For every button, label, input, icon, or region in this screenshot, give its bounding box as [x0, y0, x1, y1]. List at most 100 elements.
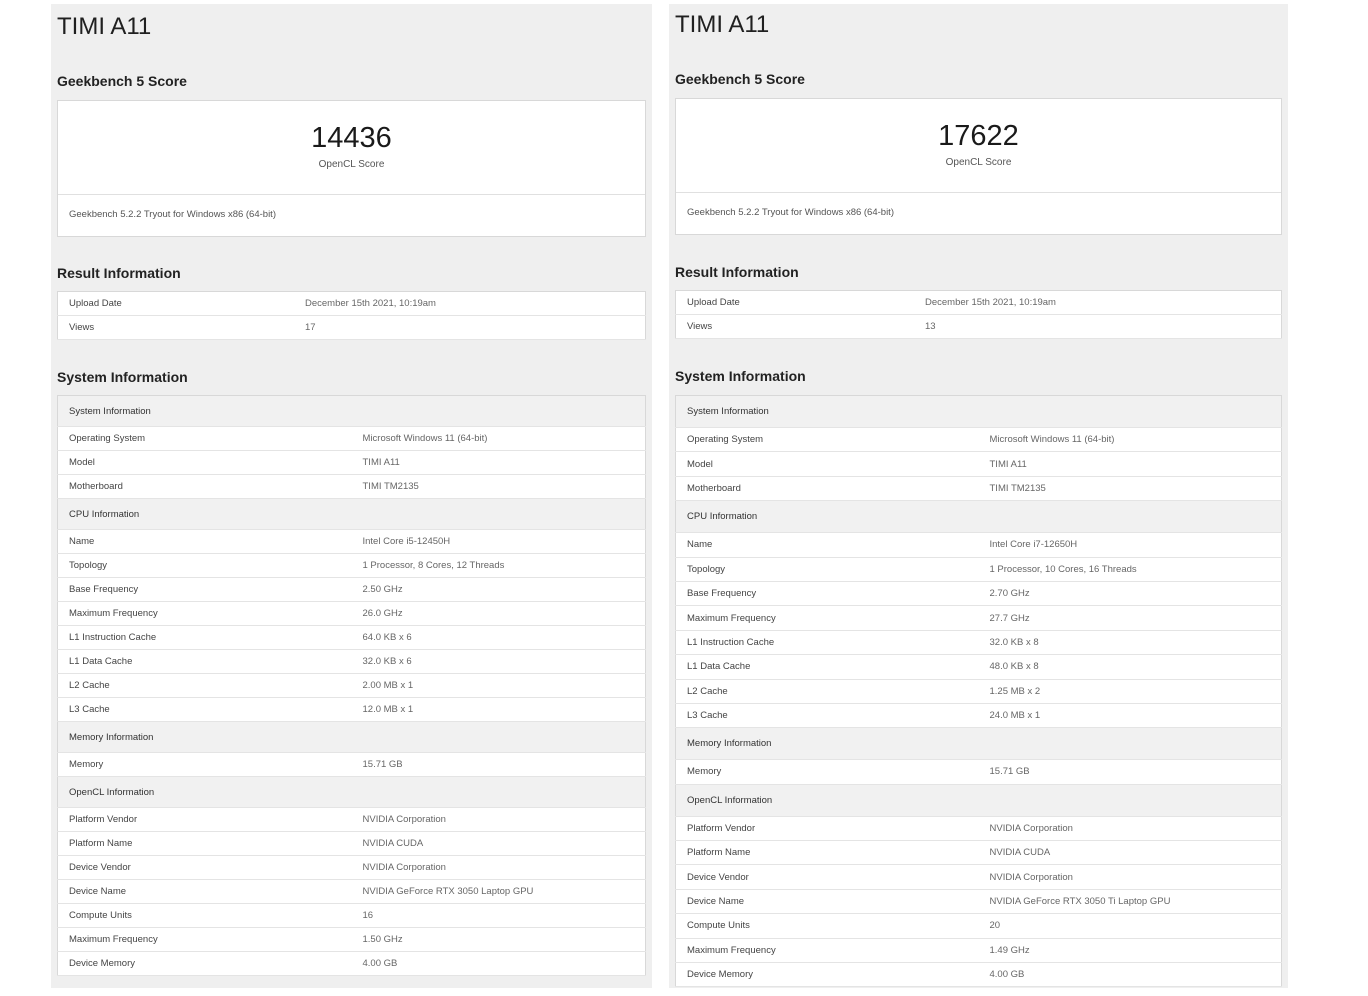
info-row-base-frequency: Base Frequency 2.50 GHz	[57, 577, 646, 602]
info-row-label: Device Vendor	[675, 864, 979, 890]
group-heading: CPU Information	[675, 500, 1282, 534]
info-row-label: Model	[675, 451, 979, 477]
info-row-topology: Topology 1 Processor, 8 Cores, 12 Threads	[57, 553, 646, 578]
info-row-label: Maximum Frequency	[57, 601, 352, 626]
info-row-model: Model TIMI A11	[675, 451, 1282, 477]
info-row-label: Device Memory	[57, 951, 352, 976]
info-row-value: TIMI TM2135	[351, 474, 646, 499]
info-row-label: Base Frequency	[57, 577, 352, 602]
info-row-value: Microsoft Windows 11 (64-bit)	[978, 427, 1282, 453]
info-row-value: 2.50 GHz	[351, 577, 646, 602]
info-row-value: Intel Core i5-12450H	[351, 529, 646, 554]
info-row-l1-instruction-cache: L1 Instruction Cache 32.0 KB x 8	[675, 630, 1282, 656]
group-header-opencl-information: OpenCL Information	[675, 784, 1282, 817]
device-title: TIMI A11	[57, 13, 152, 40]
group-header-memory-information: Memory Information	[57, 721, 646, 753]
info-row-l1-data-cache: L1 Data Cache 48.0 KB x 8	[675, 654, 1282, 680]
info-row-operating-system: Operating System Microsoft Windows 11 (64…	[57, 426, 646, 451]
result-section-title: Result Information	[675, 264, 799, 280]
info-row-value: 15.71 GB	[978, 759, 1282, 785]
info-row-device-memory: Device Memory 4.00 GB	[675, 962, 1282, 988]
info-row-label: Platform Name	[675, 840, 979, 866]
system-section-title: System Information	[675, 368, 806, 384]
info-row-l3-cache: L3 Cache 24.0 MB x 1	[675, 703, 1282, 729]
info-row-value: 27.7 GHz	[978, 605, 1282, 631]
score-section-title: Geekbench 5 Score	[675, 71, 805, 87]
info-row-compute-units: Compute Units 20	[675, 913, 1282, 939]
score-card: 17622 OpenCL Score Geekbench 5.2.2 Tryou…	[675, 98, 1282, 235]
result-info-table: Upload Date December 15th 2021, 10:19am Vi…	[57, 291, 646, 340]
info-row-label: L2 Cache	[675, 679, 979, 704]
info-row-motherboard: Motherboard TIMI TM2135	[675, 476, 1282, 502]
group-header-cpu-information: CPU Information	[675, 500, 1282, 534]
info-row-name: Name Intel Core i7-12650H	[675, 532, 1282, 558]
info-row-label: Platform Vendor	[675, 816, 979, 842]
result-panel-left: TIMI A11 Geekbench 5 Score 14436 OpenCL …	[51, 4, 652, 988]
info-row-value: December 15th 2021, 10:19am	[294, 291, 646, 316]
info-row-platform-vendor: Platform Vendor NVIDIA Corporation	[675, 816, 1282, 842]
info-row-upload-date: Upload Date December 15th 2021, 10:19am	[675, 290, 1282, 315]
info-row-platform-name: Platform Name NVIDIA CUDA	[675, 840, 1282, 866]
device-title: TIMI A11	[675, 11, 770, 38]
info-row-topology: Topology 1 Processor, 10 Cores, 16 Thread…	[675, 557, 1282, 582]
info-row-value: NVIDIA Corporation	[978, 816, 1282, 842]
info-row-label: Compute Units	[57, 903, 352, 928]
info-row-label: Name	[675, 532, 979, 558]
info-row-label: L1 Instruction Cache	[57, 625, 352, 650]
score-section-title: Geekbench 5 Score	[57, 73, 187, 89]
info-row-value: 15.71 GB	[351, 752, 646, 777]
info-row-l2-cache: L2 Cache 2.00 MB x 1	[57, 673, 646, 698]
info-row-label: Memory	[57, 752, 352, 777]
benchmark-version-link[interactable]: Geekbench 5.2.2 Tryout for Windows x86 (…	[69, 209, 276, 220]
info-row-value: 48.0 KB x 8	[978, 654, 1282, 680]
info-row-device-vendor: Device Vendor NVIDIA Corporation	[675, 864, 1282, 890]
info-row-label: Platform Vendor	[57, 807, 352, 832]
info-row-value: 24.0 MB x 1	[978, 703, 1282, 729]
system-info-table: System Information Operating System Micros…	[57, 395, 646, 976]
info-row-memory: Memory 15.71 GB	[675, 759, 1282, 785]
result-section-title: Result Information	[57, 265, 181, 281]
info-row-label: Upload Date	[675, 290, 914, 315]
info-row-l1-instruction-cache: L1 Instruction Cache 64.0 KB x 6	[57, 625, 646, 650]
group-heading: OpenCL Information	[57, 776, 646, 808]
info-row-value: NVIDIA CUDA	[978, 840, 1282, 866]
info-row-operating-system: Operating System Microsoft Windows 11 (64…	[675, 427, 1282, 453]
info-row-label: L1 Instruction Cache	[675, 630, 979, 656]
info-row-label: Views	[675, 314, 914, 339]
info-row-label: Operating System	[675, 427, 979, 453]
info-row-label: Device Memory	[675, 962, 979, 988]
info-row-value: NVIDIA Corporation	[978, 864, 1282, 890]
info-row-motherboard: Motherboard TIMI TM2135	[57, 474, 646, 499]
info-row-value: 12.0 MB x 1	[351, 697, 646, 722]
info-row-label: Name	[57, 529, 352, 554]
info-row-label: Motherboard	[57, 474, 352, 499]
info-row-value: 4.00 GB	[978, 962, 1282, 988]
info-row-label: Topology	[675, 557, 979, 582]
group-header-system-information: System Information	[675, 395, 1282, 428]
info-row-label: Views	[57, 315, 294, 340]
info-row-value: Microsoft Windows 11 (64-bit)	[351, 426, 646, 451]
info-row-value: 1 Processor, 10 Cores, 16 Threads	[978, 557, 1282, 582]
info-row-base-frequency: Base Frequency 2.70 GHz	[675, 581, 1282, 607]
info-row-value: NVIDIA GeForce RTX 3050 Ti Laptop GPU	[978, 889, 1282, 915]
score-summary: 17622 OpenCL Score	[676, 99, 1281, 193]
info-row-device-name: Device Name NVIDIA GeForce RTX 3050 Lapto…	[57, 879, 646, 904]
info-row-platform-vendor: Platform Vendor NVIDIA Corporation	[57, 807, 646, 832]
opencl-score-value: 17622	[938, 120, 1019, 152]
info-row-value: TIMI A11	[351, 450, 646, 475]
info-row-value: 1.49 GHz	[978, 938, 1282, 964]
info-row-label: Topology	[57, 553, 352, 578]
info-row-value: 13	[914, 314, 1282, 339]
info-row-label: L1 Data Cache	[57, 649, 352, 674]
group-heading: CPU Information	[57, 498, 646, 530]
info-row-label: Maximum Frequency	[675, 938, 979, 964]
info-row-value: 17	[294, 315, 646, 340]
opencl-score-label: OpenCL Score	[318, 159, 385, 170]
info-row-value: NVIDIA Corporation	[351, 807, 646, 832]
info-row-label: L3 Cache	[675, 703, 979, 729]
benchmark-version-link[interactable]: Geekbench 5.2.2 Tryout for Windows x86 (…	[687, 207, 894, 218]
info-row-device-vendor: Device Vendor NVIDIA Corporation	[57, 855, 646, 880]
info-row-label: L1 Data Cache	[675, 654, 979, 680]
info-row-maximum-frequency: Maximum Frequency 27.7 GHz	[675, 605, 1282, 631]
